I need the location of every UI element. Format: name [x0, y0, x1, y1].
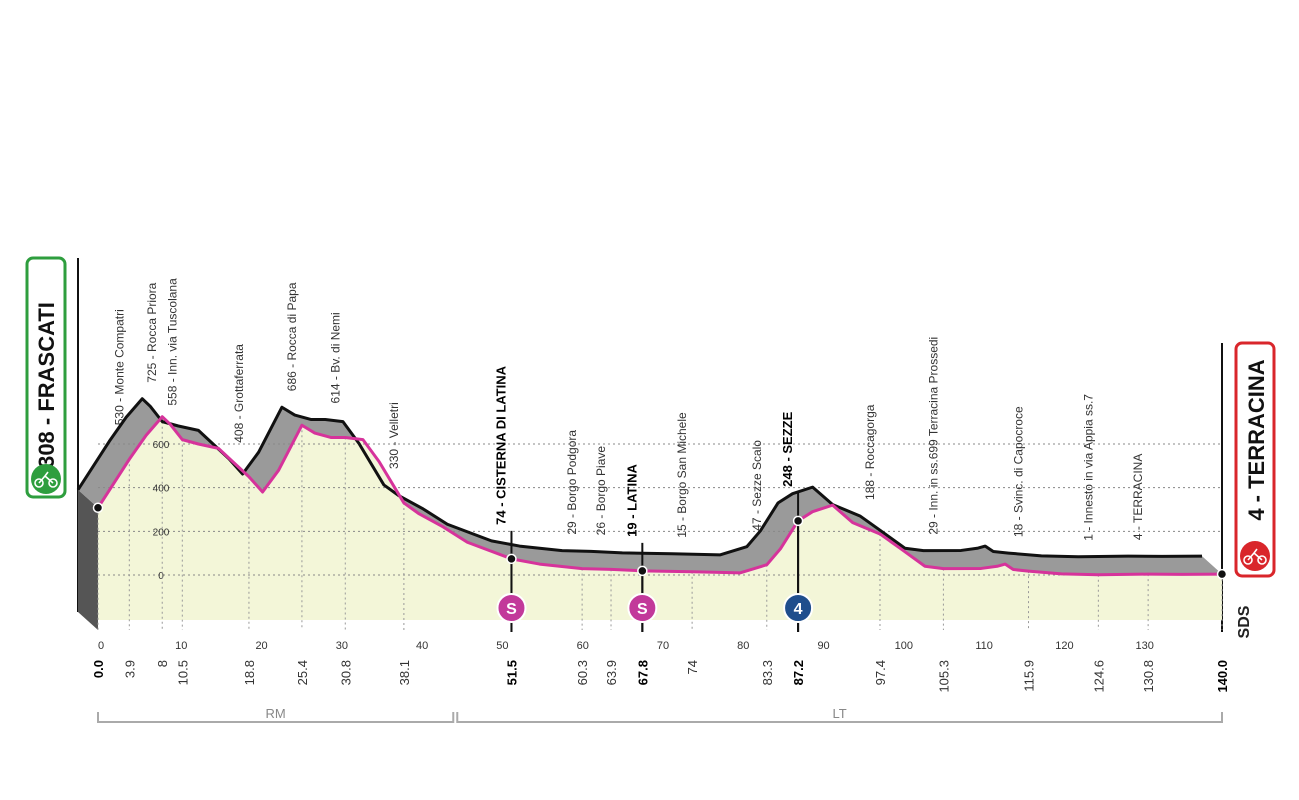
start-icon — [31, 464, 61, 494]
km-label: 67.8 — [635, 660, 650, 685]
start-box — [25, 256, 67, 499]
finish-dot — [1216, 568, 1228, 580]
finish-icon — [1240, 541, 1270, 571]
km-label: 60.3 — [575, 660, 590, 685]
profile-line — [96, 415, 1223, 577]
y-tick-label: 0 — [158, 571, 164, 582]
region-label: RM — [266, 706, 286, 721]
start-dot — [92, 502, 104, 514]
waypoint-label: 47 - Sezze Scalo — [750, 440, 764, 531]
waypoint-label: 188 - Roccagorga — [863, 404, 877, 500]
waypoint-label: 558 - Inn. via Tuscolana — [165, 278, 179, 406]
x-tick-label: 30 — [336, 640, 348, 652]
km-label: 10.5 — [175, 660, 190, 685]
marker-dot — [506, 553, 517, 565]
km-label: 87.2 — [791, 660, 806, 685]
km-label: 140.0 — [1215, 660, 1230, 693]
marker-icon — [627, 593, 658, 623]
km-label: 115.9 — [1022, 660, 1037, 692]
x-tick-label: 40 — [416, 640, 428, 652]
waypoint-label: 530 - Monte Compatri — [112, 309, 126, 425]
marker-dot — [637, 565, 648, 577]
y-tick-label: 600 — [153, 440, 170, 451]
km-label: 63.9 — [604, 660, 619, 685]
x-tick-label: 110 — [975, 640, 993, 652]
region-label: LT — [833, 706, 847, 721]
waypoint-label: 408 - Grottaferrata — [232, 344, 246, 443]
x-tick-label: 80 — [737, 640, 749, 652]
waypoint-label: 19 - LATINA — [624, 464, 639, 537]
x-tick-label: 90 — [817, 640, 829, 652]
x-tick-label: 0 — [98, 640, 104, 652]
x-tick-label: 10 — [175, 640, 187, 652]
marker-label: 4 — [794, 601, 803, 618]
km-label: 51.5 — [504, 660, 519, 685]
km-label: 97.4 — [873, 660, 888, 685]
waypoint-label: 18 - Svinc. di Capocroce — [1012, 406, 1026, 537]
km-label: 124.6 — [1091, 660, 1106, 693]
waypoint-label: 29 - Borgo Podgora — [565, 430, 579, 535]
x-tick-label: 70 — [657, 640, 669, 652]
x-tick-label: 130 — [1136, 640, 1154, 652]
marker-dot — [792, 515, 804, 527]
waypoint-label: 4 - TERRACINA — [1131, 454, 1145, 540]
km-label: 38.1 — [397, 660, 412, 685]
bike-icon — [34, 471, 58, 488]
marker-icon — [783, 593, 814, 623]
waypoint-label: 26 - Borgo Piave — [594, 446, 608, 536]
km-label: 3.9 — [122, 660, 137, 678]
x-tick-label: 120 — [1055, 640, 1073, 652]
km-label: 83.3 — [760, 660, 775, 685]
x-tick-label: 100 — [895, 640, 913, 652]
km-label: 0.0 — [91, 660, 106, 678]
marker-label: S — [637, 601, 648, 618]
logo: SDS — [1236, 605, 1253, 638]
waypoint-label: 1 - Innesto in via Appia ss.7 — [1081, 394, 1095, 541]
bike-icon — [1243, 548, 1267, 565]
waypoint-label: 74 - CISTERNA DI LATINA — [493, 365, 508, 525]
x-tick-label: 50 — [496, 640, 508, 652]
y-tick-label: 400 — [153, 484, 170, 495]
marker-label: S — [506, 601, 517, 618]
x-tick-label: 20 — [255, 640, 267, 652]
km-label: 18.8 — [242, 660, 257, 685]
km-label: 105.3 — [936, 660, 951, 693]
waypoint-label: 614 - Bv. di Nemi — [328, 312, 342, 403]
km-label: 8 — [155, 660, 170, 667]
waypoint-label: 686 - Rocca di Papa — [285, 282, 299, 391]
waypoint-label: 29 - Inn. in ss.699 Terracina Prossedi — [926, 337, 940, 535]
km-label: 25.4 — [295, 660, 310, 685]
waypoint-label: 330 - Velletri — [387, 402, 401, 469]
km-label: 130.8 — [1141, 660, 1156, 693]
waypoint-label: 248 - SEZZE — [780, 411, 795, 486]
marker-icon — [496, 593, 527, 623]
y-tick-label: 200 — [153, 527, 170, 538]
finish-label: 4 - TERRACINA — [1244, 359, 1269, 520]
region-bracket — [97, 712, 455, 723]
km-label: 74 — [685, 660, 700, 674]
x-tick-label: 60 — [577, 640, 589, 652]
start-label: 308 - FRASCATI — [34, 302, 59, 468]
region-bracket — [456, 712, 1223, 723]
waypoint-label: 725 - Rocca Priora — [145, 282, 159, 382]
side-face — [78, 489, 98, 630]
finish-box — [1234, 341, 1276, 578]
km-label: 30.8 — [338, 660, 353, 685]
waypoint-label: 15 - Borgo San Michele — [675, 412, 689, 538]
